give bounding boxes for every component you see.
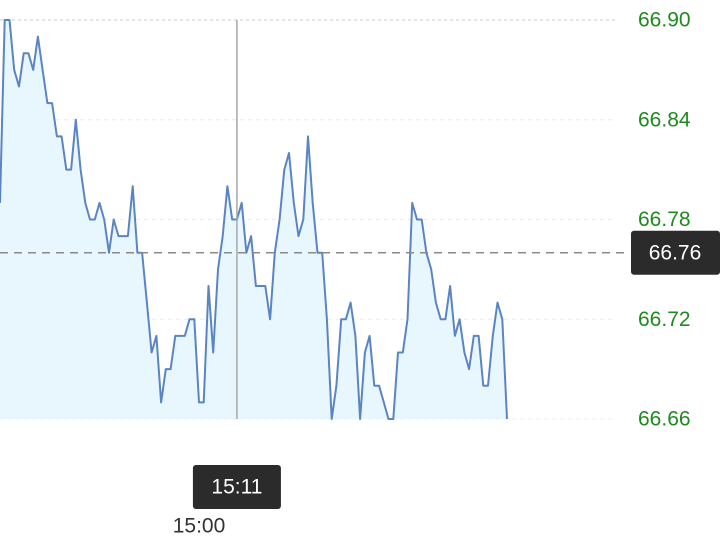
y-tick-label: 66.72 bbox=[638, 308, 691, 331]
x-axis-labels: 15:00 bbox=[173, 515, 226, 538]
y-tick-label: 66.84 bbox=[638, 108, 691, 131]
price-line[interactable] bbox=[0, 19, 508, 420]
y-tick-label: 66.78 bbox=[638, 208, 691, 231]
x-tick-label: 15:00 bbox=[173, 515, 226, 538]
crosshair-time-label: 15:11 bbox=[211, 476, 262, 499]
y-axis-labels: 66.90 66.84 66.78 66.72 66.66 bbox=[638, 9, 691, 431]
price-area-fill bbox=[0, 20, 507, 419]
current-price-badge: 66.76 bbox=[631, 230, 720, 275]
crosshair-time-badge: 15:11 bbox=[192, 465, 281, 509]
y-tick-label: 66.66 bbox=[638, 408, 691, 431]
current-price-label: 66.76 bbox=[649, 241, 702, 264]
y-tick-label: 66.90 bbox=[638, 9, 691, 32]
